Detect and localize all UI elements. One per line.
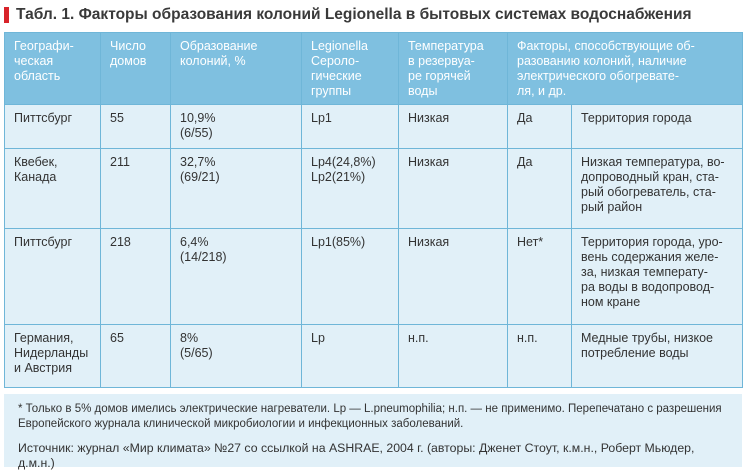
legionella-table: Географи- ческая область Число домов Обр… (4, 32, 743, 388)
source-line: Источник: журнал «Мир климата» №27 со сс… (18, 441, 695, 470)
header-groups: Legionella Сероло- гические группы (301, 32, 399, 105)
cell-homes: 218 (100, 228, 171, 325)
cell-colonies: 32,7% (69/21) (170, 148, 302, 229)
cell-groups: Lp1(85%) (301, 228, 399, 325)
cell-heater: Да (507, 148, 572, 229)
cell-temperature: Низкая (398, 104, 508, 149)
table-row: Питтсбург 55 10,9% (6/55) Lp1 Низкая Да … (4, 104, 743, 149)
cell-factors: Территория города (571, 104, 743, 149)
table-title-text: Табл. 1. Факторы образования колоний Leg… (16, 6, 692, 23)
cell-factors: Территория города, уро- вень содержания … (571, 228, 743, 325)
header-region: Географи- ческая область (4, 32, 101, 105)
cell-heater: Нет* (507, 228, 572, 325)
table-header-row: Географи- ческая область Число домов Обр… (4, 32, 743, 105)
cell-colonies: 8% (5/65) (170, 324, 302, 388)
cell-region: Квебек, Канада (4, 148, 101, 229)
cell-homes: 211 (100, 148, 171, 229)
cell-temperature: Низкая (398, 148, 508, 229)
cell-heater: Да (507, 104, 572, 149)
cell-region: Германия, Нидерланды и Австрия (4, 324, 101, 388)
title-accent-bar (4, 7, 9, 23)
cell-colonies: 6,4% (14/218) (170, 228, 302, 325)
cell-factors: Медные трубы, низкое потребление воды (571, 324, 743, 388)
cell-region: Питтсбург (4, 104, 101, 149)
table-row: Квебек, Канада 211 32,7% (69/21) Lp4(24,… (4, 148, 743, 229)
table-row: Германия, Нидерланды и Австрия 65 8% (5/… (4, 324, 743, 388)
header-factors: Факторы, способствующие об- разованию ко… (507, 32, 743, 105)
cell-temperature: Низкая (398, 228, 508, 325)
cell-region: Питтсбург (4, 228, 101, 325)
cell-colonies: 10,9% (6/55) (170, 104, 302, 149)
header-colonies: Образование колоний, % (170, 32, 302, 105)
cell-groups: Lp1 (301, 104, 399, 149)
cell-groups: Lp (301, 324, 399, 388)
table-title: Табл. 1. Факторы образования колоний Leg… (4, 4, 692, 26)
table-footer: * Только в 5% домов имелись электрически… (4, 394, 742, 470)
footnote: * Только в 5% домов имелись электрически… (18, 403, 722, 430)
cell-homes: 55 (100, 104, 171, 149)
header-homes: Число домов (100, 32, 171, 105)
cell-heater: н.п. (507, 324, 572, 388)
header-temperature: Температура в резервуа- ре горячей воды (398, 32, 508, 105)
cell-homes: 65 (100, 324, 171, 388)
cell-temperature: н.п. (398, 324, 508, 388)
table-row: Питтсбург 218 6,4% (14/218) Lp1(85%) Низ… (4, 228, 743, 325)
cell-factors: Низкая температура, во- допроводный кран… (571, 148, 743, 229)
cell-groups: Lp4(24,8%) Lp2(21%) (301, 148, 399, 229)
